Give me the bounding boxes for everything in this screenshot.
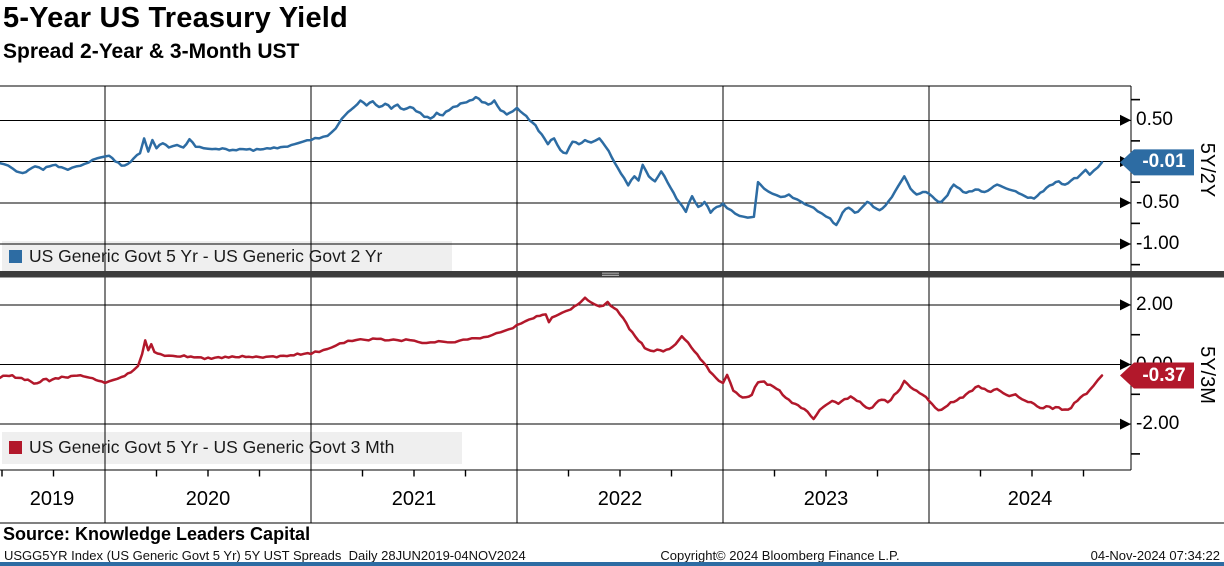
- legend-5y2y: US Generic Govt 5 Yr - US Generic Govt 2…: [9, 241, 382, 272]
- x-axis-year-label: 2022: [597, 488, 643, 510]
- y-tick-label: 0.50: [1136, 109, 1173, 131]
- legend-label-5y3m: US Generic Govt 5 Yr - US Generic Govt 3…: [29, 437, 395, 457]
- page-subtitle: Spread 2-Year & 3-Month UST: [3, 40, 300, 63]
- footer-timestamp: 04-Nov-2024 07:34:22: [1090, 548, 1220, 563]
- legend-label-5y2y: US Generic Govt 5 Yr - US Generic Govt 2…: [29, 246, 383, 266]
- source-line: Source: Knowledge Leaders Capital: [3, 524, 311, 544]
- page-title: 5-Year US Treasury Yield: [3, 2, 348, 34]
- gridline-arrowhead: [1120, 238, 1131, 250]
- legend-box-5y3m: [2, 432, 462, 464]
- x-axis-year-label: 2020: [185, 488, 231, 510]
- gridline-arrowhead: [1120, 359, 1131, 370]
- x-axis-year-label: 2023: [803, 488, 849, 510]
- legend-swatch-red: [9, 441, 22, 454]
- gridline-arrowhead: [1120, 418, 1131, 430]
- last-value-badge-shape: [1120, 362, 1194, 389]
- x-axis-year-label: 2024: [1007, 488, 1053, 510]
- legend-5y3m: US Generic Govt 5 Yr - US Generic Govt 3…: [9, 432, 394, 463]
- x-axis-year-label: 2021: [391, 488, 437, 510]
- gridline-arrowhead: [1120, 299, 1131, 311]
- x-axis-year-label: 2019: [29, 488, 75, 510]
- y-tick-label: -1.00: [1136, 233, 1180, 254]
- y-tick-label: 2.00: [1136, 293, 1173, 315]
- last-value-badge-5y2y: -0.01: [1142, 151, 1186, 173]
- gridline-arrowhead: [1120, 114, 1131, 126]
- series-line-5y-3m: [0, 296, 1104, 421]
- legend-box-5y2y: [2, 241, 452, 272]
- footer-copyright: Copyright© 2024 Bloomberg Finance L.P.: [660, 548, 900, 563]
- last-value-badge-5y3m: -0.37: [1142, 364, 1186, 386]
- gridline-arrowhead: [1120, 197, 1131, 209]
- legend-swatch-blue: [9, 250, 22, 263]
- last-value-badge-shape: [1120, 149, 1194, 176]
- y-tick-label: -2.00: [1136, 413, 1180, 435]
- y-tick-label: -0.50: [1136, 191, 1180, 213]
- series-line-5y-2y: [0, 95, 1104, 227]
- footer-ticker-info: USGG5YR Index (US Generic Govt 5 Yr) 5Y …: [4, 548, 526, 563]
- bottom-accent-strip: [0, 562, 1224, 566]
